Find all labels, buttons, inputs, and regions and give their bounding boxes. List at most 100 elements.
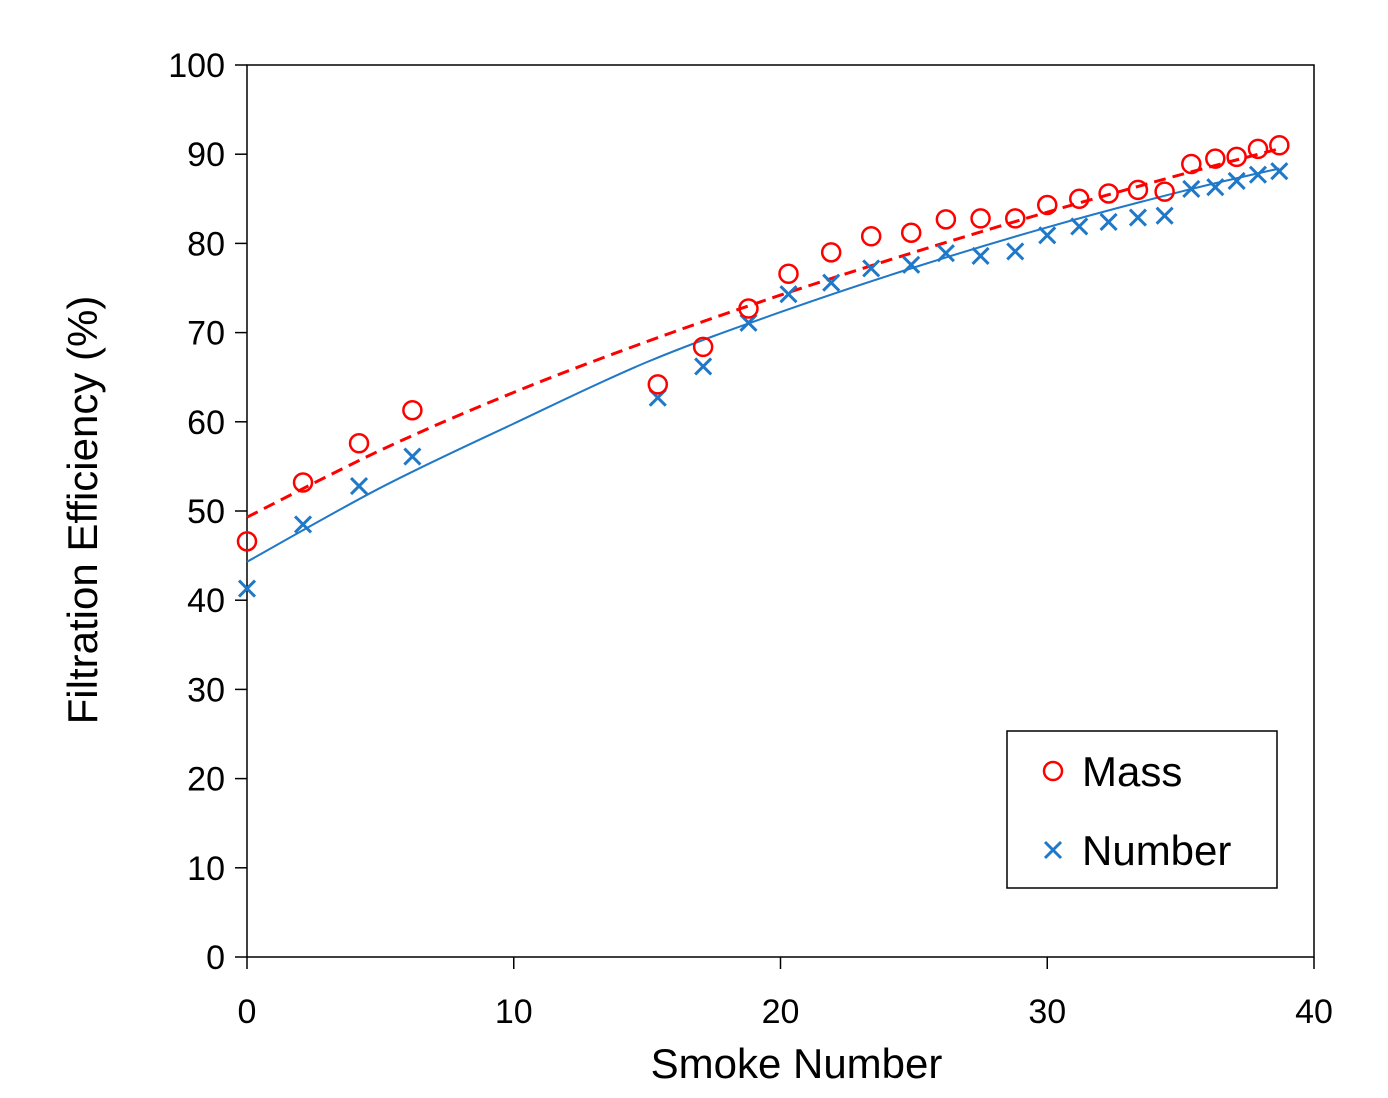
data-point-mass <box>1247 138 1269 160</box>
data-point-mass <box>970 208 991 229</box>
legend-label-mass: Mass <box>1082 748 1182 795</box>
data-point-number <box>971 246 990 265</box>
x-marker-stroke <box>1155 206 1174 225</box>
data-point-number <box>936 244 955 263</box>
y-tick-label: 70 <box>187 315 225 353</box>
data-markers <box>236 135 1290 598</box>
data-point-number <box>1006 242 1025 261</box>
y-tick-label: 60 <box>187 404 225 442</box>
legend-circle-icon <box>1042 760 1064 782</box>
x-tick-label: 20 <box>762 993 800 1031</box>
x-marker-stroke <box>1270 162 1289 181</box>
axes: 0 10 20 30 40 50 60 70 80 90 100 0 10 20 30 40 <box>168 47 1333 1031</box>
x-marker-stroke <box>971 246 990 265</box>
y-tick-label: 100 <box>168 47 225 85</box>
y-tick-label: 10 <box>187 850 225 888</box>
data-point-number <box>822 273 841 292</box>
data-point-mass <box>1098 183 1119 204</box>
data-point-mass <box>935 209 957 230</box>
data-point-mass <box>1154 181 1175 202</box>
data-point-mass <box>1037 194 1058 216</box>
x-marker-stroke <box>403 447 422 466</box>
x-marker-stroke <box>862 259 881 278</box>
data-point-number <box>1182 179 1201 199</box>
data-point-number <box>403 447 422 466</box>
data-point-mass <box>1226 146 1247 168</box>
data-point-number <box>694 357 713 376</box>
y-tick-label: 20 <box>187 761 225 799</box>
data-point-number <box>293 515 313 534</box>
x-tick-label: 30 <box>1028 993 1066 1031</box>
trendlines <box>246 147 1280 563</box>
data-point-number <box>237 579 257 598</box>
data-point-number <box>1227 171 1246 191</box>
data-point-number <box>1270 162 1289 181</box>
y-tick-label: 30 <box>187 671 225 709</box>
data-point-mass <box>292 472 314 493</box>
data-point-mass <box>900 222 922 243</box>
y-tick-label: 50 <box>187 493 225 531</box>
legend-marker-mass <box>1042 760 1064 782</box>
y-tick-label: 90 <box>187 136 225 174</box>
y-tick-label: 80 <box>187 225 225 263</box>
legend: Mass Number <box>1006 730 1278 889</box>
x-marker-stroke <box>694 357 713 376</box>
data-point-mass <box>692 336 714 358</box>
data-point-number <box>862 259 881 278</box>
y-tick-label: 40 <box>187 582 225 620</box>
x-axis-title: Smoke Number <box>651 1040 943 1087</box>
x-marker-stroke <box>1206 178 1225 197</box>
legend-box <box>1006 730 1278 889</box>
legend-marker-number <box>1043 840 1063 860</box>
data-point-mass <box>1269 135 1290 156</box>
x-marker-stroke <box>1128 208 1148 227</box>
legend-x-icon <box>1043 840 1063 860</box>
data-point-mass <box>860 226 882 247</box>
x-marker-stroke <box>1248 165 1268 184</box>
data-point-number <box>1038 226 1057 245</box>
x-marker-stroke <box>739 313 758 332</box>
data-point-number <box>1099 212 1118 232</box>
x-marker-stroke <box>1043 840 1063 860</box>
x-marker-stroke <box>779 285 798 304</box>
trendline-mass <box>246 147 1280 519</box>
y-axis-title: Filtration Efficiency (%) <box>59 296 106 725</box>
data-point-number <box>739 313 758 332</box>
trendline-number <box>246 167 1280 563</box>
x-marker-stroke <box>1006 242 1025 261</box>
legend-label-number: Number <box>1082 827 1231 874</box>
data-point-mass <box>738 298 759 319</box>
x-tick-label: 0 <box>238 993 257 1031</box>
data-point-mass <box>402 399 423 421</box>
data-point-number <box>1070 217 1089 236</box>
x-marker-stroke <box>1070 217 1089 236</box>
x-marker-stroke <box>1227 171 1246 191</box>
data-point-mass <box>1069 188 1090 210</box>
y-tick-label: 0 <box>206 939 225 977</box>
x-marker-stroke <box>1182 179 1201 199</box>
data-point-number <box>1248 165 1268 184</box>
data-point-number <box>1206 178 1225 197</box>
data-point-mass <box>647 374 669 395</box>
x-marker-stroke <box>293 515 313 534</box>
x-marker-stroke <box>936 244 955 263</box>
x-marker-stroke <box>1099 212 1118 232</box>
data-point-mass <box>236 531 258 552</box>
x-marker-stroke <box>237 579 257 598</box>
data-point-number <box>779 285 798 304</box>
x-tick-label: 10 <box>495 993 533 1031</box>
x-marker-stroke <box>349 476 369 496</box>
data-point-mass <box>1004 208 1026 229</box>
data-point-mass <box>1181 153 1202 175</box>
data-point-mass <box>778 263 799 284</box>
x-marker-stroke <box>902 255 921 274</box>
x-tick-label: 40 <box>1295 993 1333 1031</box>
x-marker-stroke <box>822 273 841 292</box>
data-point-number <box>902 255 921 274</box>
data-point-number <box>1155 206 1174 225</box>
x-marker-stroke <box>1038 226 1057 245</box>
data-point-mass <box>1127 179 1149 201</box>
data-point-number <box>349 476 369 496</box>
